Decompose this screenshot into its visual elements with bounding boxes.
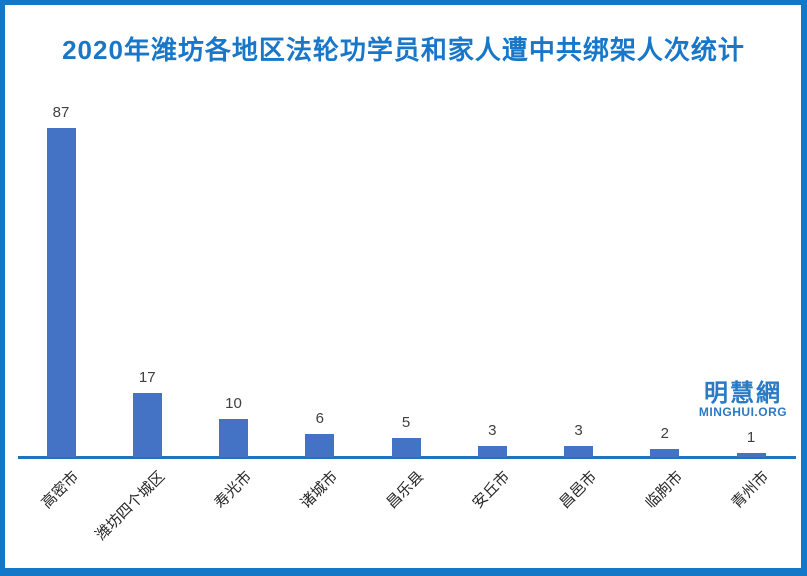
chart-title: 2020年潍坊各地区法轮功学员和家人遭中共绑架人次统计 [62, 35, 745, 65]
minghui-watermark: 明慧網 MINGHUI.ORG [692, 381, 794, 419]
bar-value-label: 2 [660, 425, 669, 442]
minghui-logo-url: MINGHUI.ORG [698, 405, 788, 420]
bar-value-label: 10 [225, 395, 242, 412]
bar-value-label: 87 [52, 104, 70, 121]
category-label: 诸城市 [297, 468, 341, 512]
category-label: 临朐市 [642, 468, 686, 512]
bar-value-label: 5 [401, 414, 411, 431]
bar-value-label: 6 [315, 410, 324, 427]
bar-value-label: 3 [574, 422, 583, 439]
category-label: 寿光市 [210, 468, 255, 512]
bar-column [650, 449, 680, 457]
category-label: 青州市 [728, 468, 773, 512]
category-label: 昌邑市 [555, 468, 600, 512]
bar-column [477, 446, 507, 457]
bar-column [391, 438, 421, 457]
bar-column [219, 419, 248, 457]
category-label: 潍坊四个城区 [92, 468, 169, 544]
bar-column [305, 434, 335, 457]
category-label: 高密市 [38, 468, 83, 512]
bar-column [736, 453, 766, 457]
x-axis-line [18, 456, 796, 459]
bar-column [132, 393, 162, 457]
bar-column [564, 446, 593, 457]
bar-column [46, 128, 76, 457]
bar-value-label: 3 [488, 422, 497, 439]
bar-value-label: 17 [138, 369, 156, 386]
category-label: 昌乐县 [383, 468, 428, 512]
minghui-logo-chinese: 明慧網 [704, 380, 782, 407]
category-label: 安丘市 [469, 468, 514, 512]
bar-value-label: 1 [746, 429, 756, 446]
